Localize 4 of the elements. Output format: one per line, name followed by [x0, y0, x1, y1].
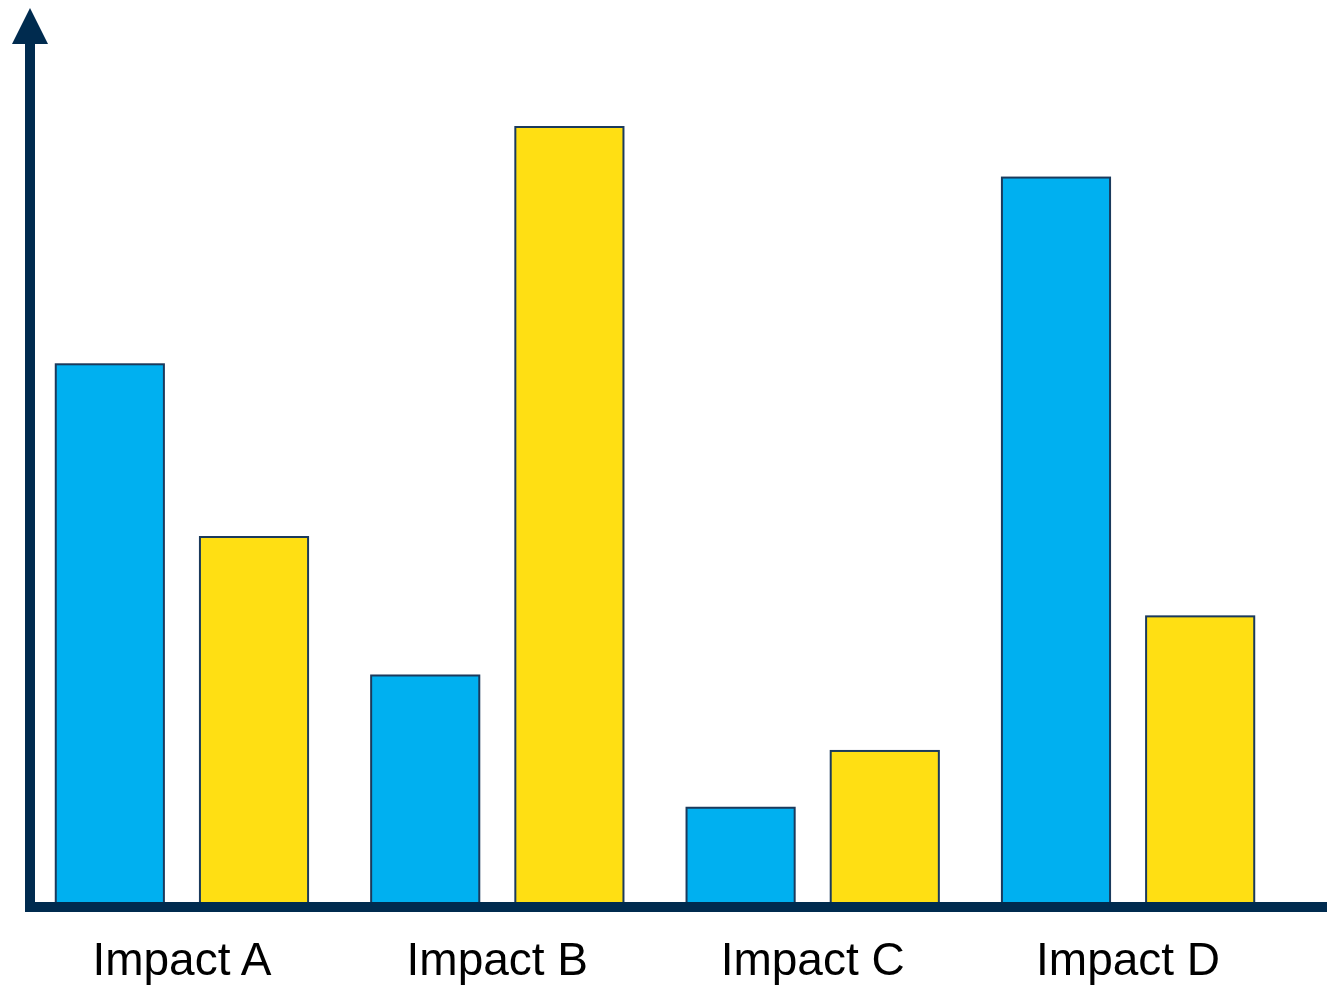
x-tick-label: Impact C [720, 933, 905, 985]
x-tick-label: Impact D [1036, 933, 1221, 985]
x-tick-label: Impact A [92, 933, 272, 985]
x-tick-label: Impact B [406, 933, 589, 985]
